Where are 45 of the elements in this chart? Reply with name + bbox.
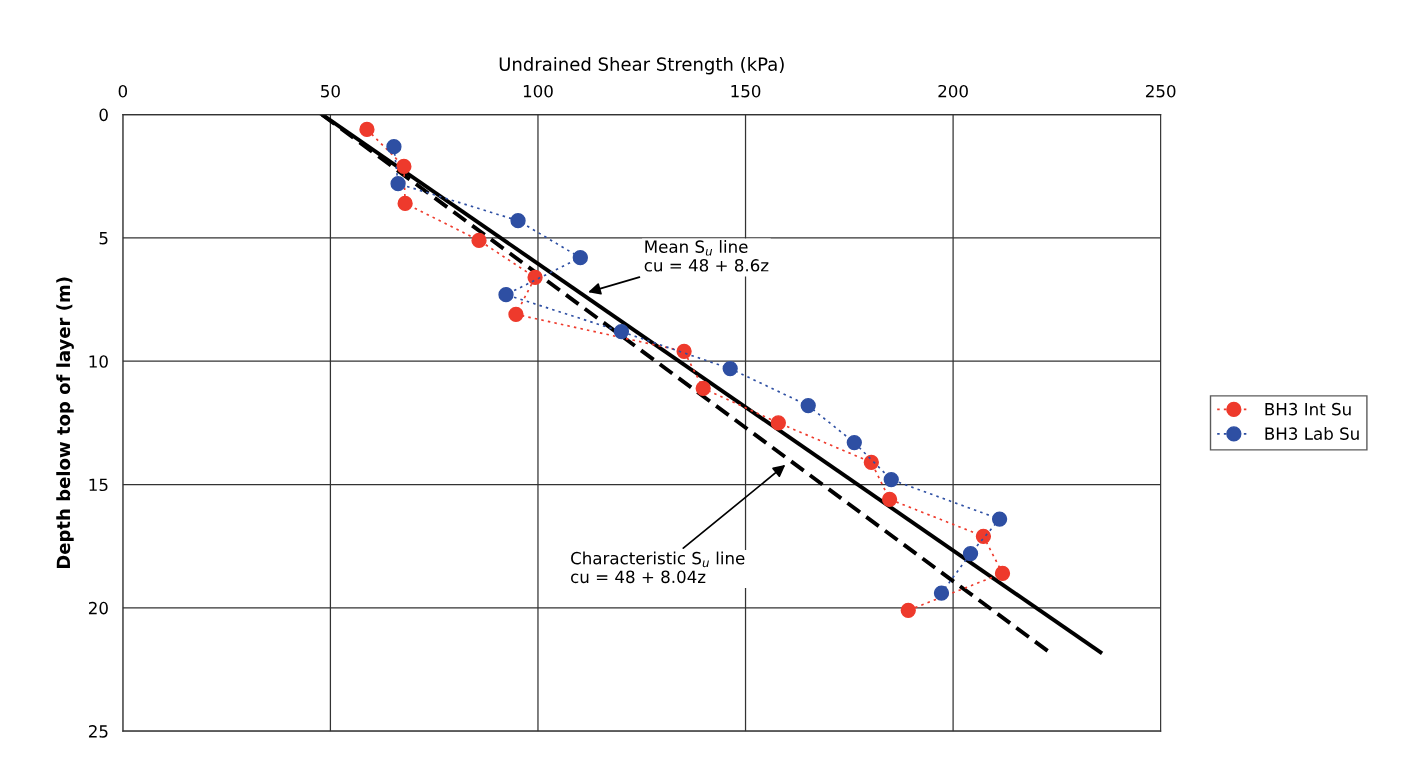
annotation: Mean S$_{u}$ line cu = 48 + 8.6z	[644, 240, 769, 272]
point	[676, 343, 692, 359]
point	[991, 511, 1008, 527]
point	[933, 585, 950, 601]
point	[883, 471, 899, 488]
y-axis-title: Depth below top of layer (m)	[56, 277, 74, 569]
x-tick-label: 50	[321, 84, 340, 98]
point	[962, 545, 979, 562]
x-tick-label: 200	[938, 84, 968, 98]
point	[508, 306, 524, 323]
point	[770, 415, 786, 431]
point	[846, 434, 862, 451]
y-tick-label: 15	[89, 478, 108, 492]
y-tick-label: 10	[89, 355, 108, 368]
annotation: Characteristic S$_{u}$ line cu = 48 + 8.04z	[571, 551, 745, 584]
point	[510, 213, 526, 229]
point	[527, 269, 543, 286]
legend-label: BH3 Lab Su	[1265, 427, 1359, 440]
point	[572, 249, 588, 266]
y-tick-label: 20	[88, 601, 108, 615]
point	[722, 360, 738, 377]
point	[359, 121, 375, 138]
x-tick-label: 0	[118, 84, 128, 98]
point	[471, 232, 487, 249]
point	[613, 323, 630, 340]
point	[390, 176, 406, 192]
y-tick-label: 25	[88, 725, 108, 738]
point	[386, 139, 402, 155]
x-tick-label: 100	[523, 84, 553, 98]
x-tick-label: 250	[1145, 84, 1176, 98]
point	[397, 195, 413, 212]
point	[900, 602, 916, 618]
point	[695, 380, 711, 396]
y-tick-label: 0	[99, 108, 108, 122]
point	[800, 397, 816, 414]
point	[498, 286, 514, 303]
point	[994, 565, 1011, 581]
x-tick-label: 150	[731, 84, 761, 98]
legend-label: BH3 Int Su	[1265, 402, 1351, 416]
point	[396, 158, 412, 175]
point	[975, 528, 992, 544]
x-axis-title: Undrained Shear Strength (kPa)	[499, 56, 784, 75]
point	[863, 454, 879, 470]
point	[881, 491, 898, 507]
y-tick-label: 5	[99, 232, 108, 245]
